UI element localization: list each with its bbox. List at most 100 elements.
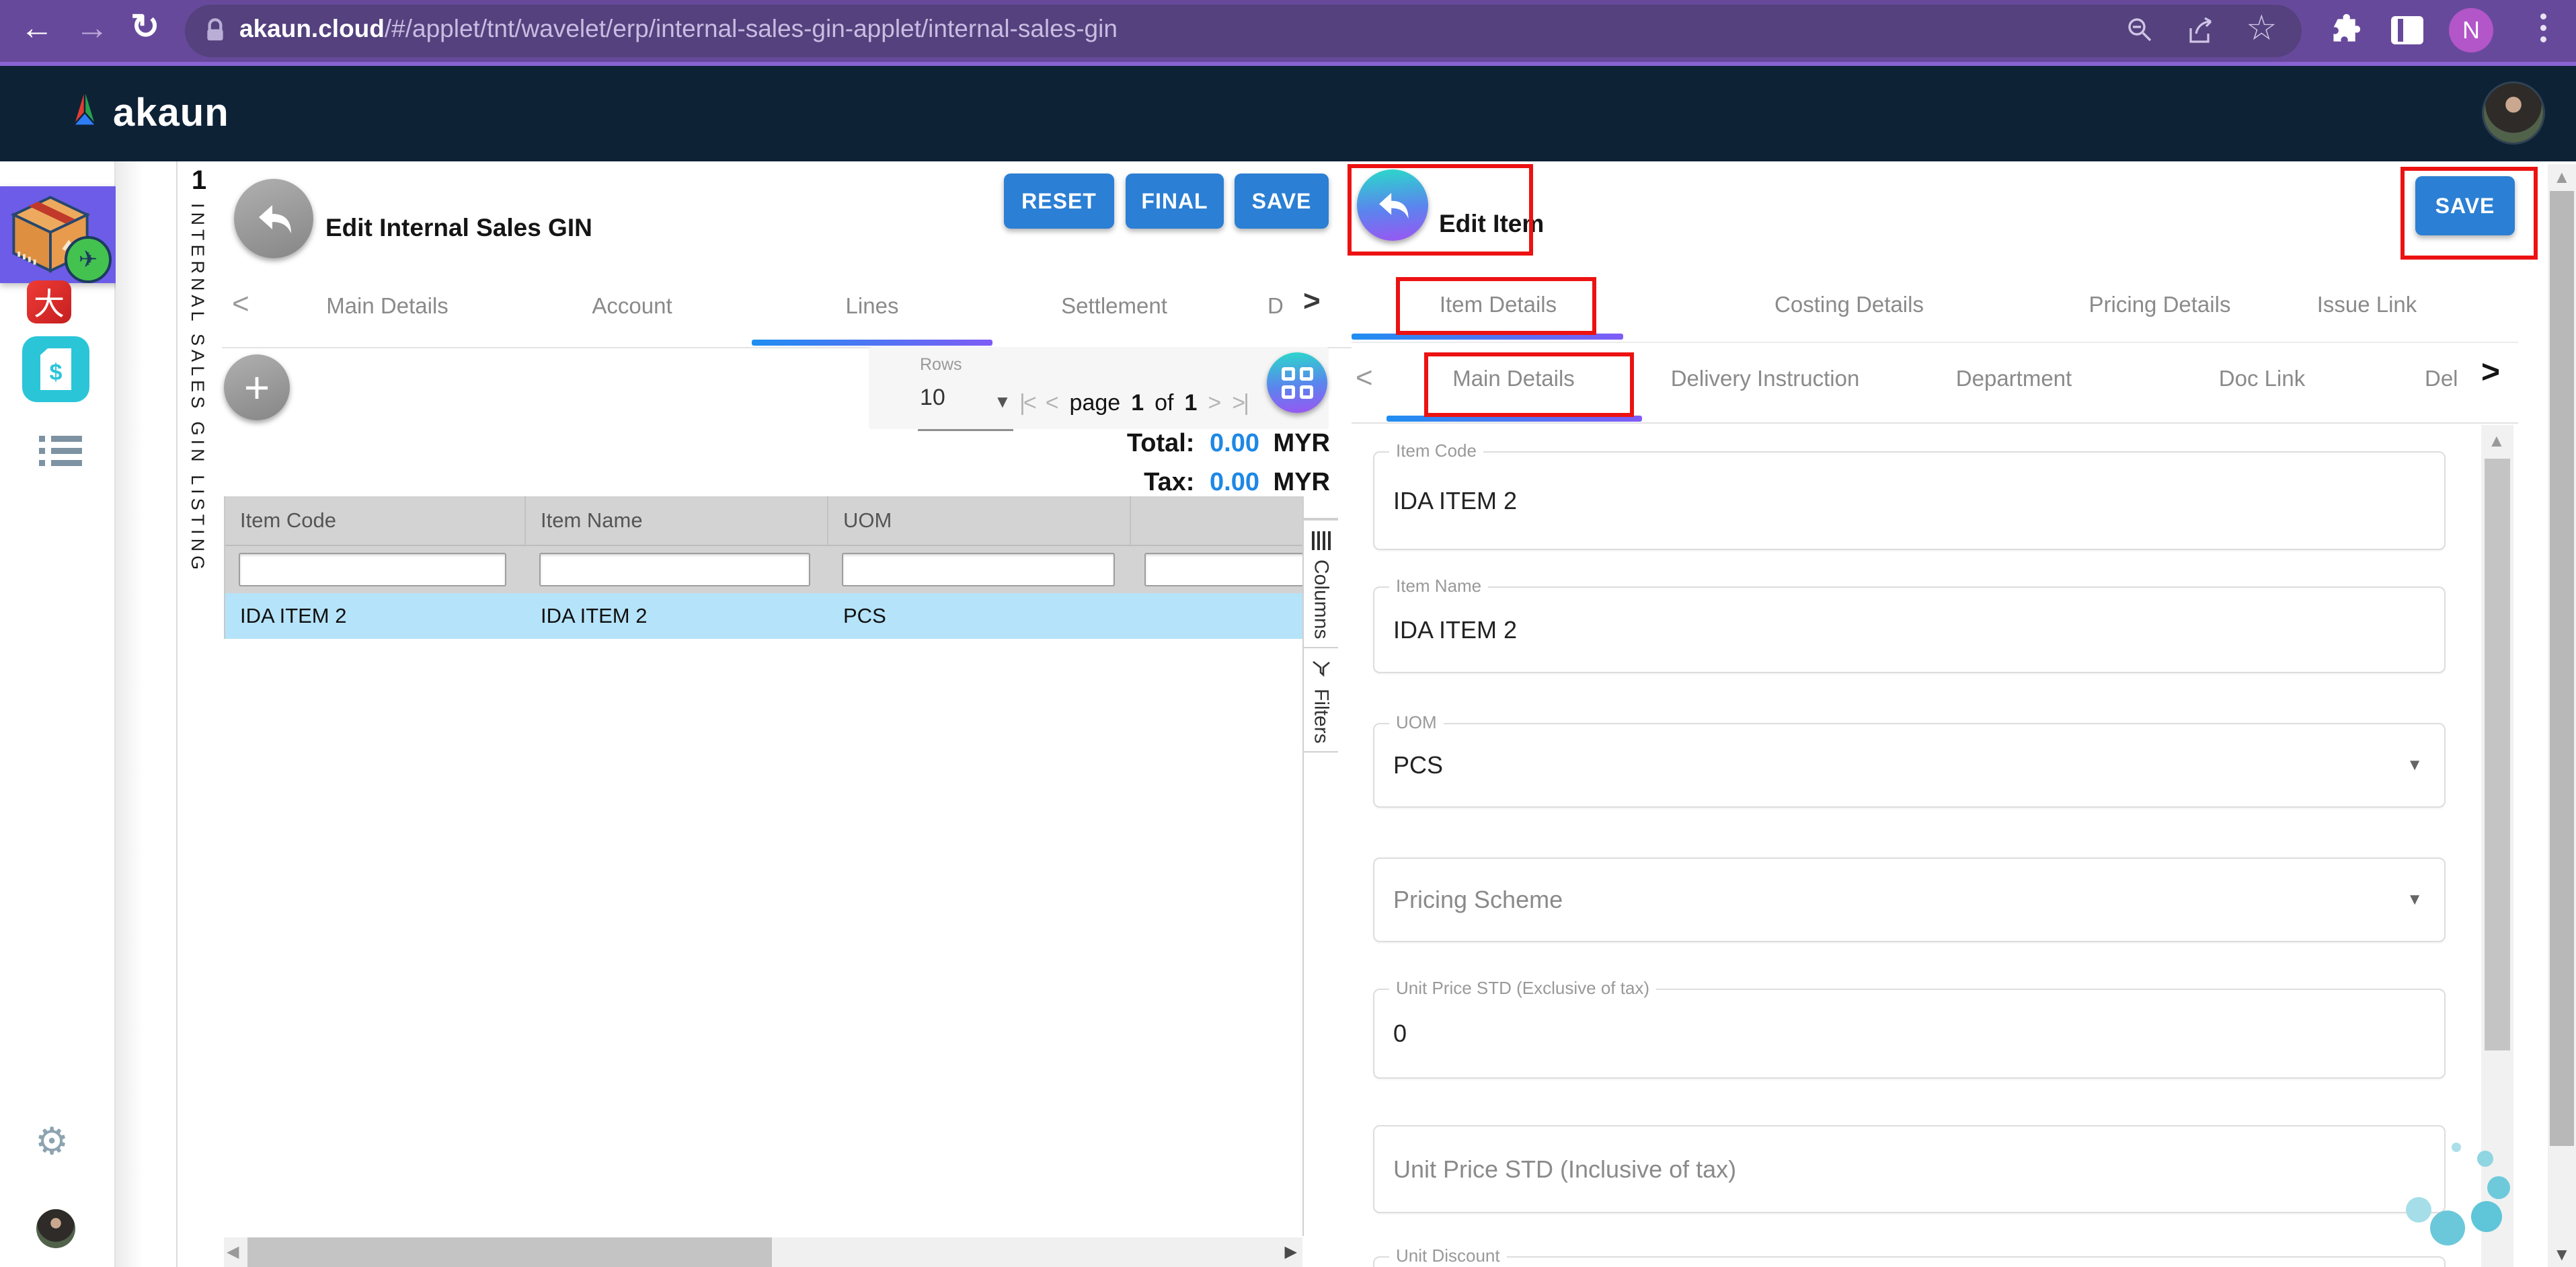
browser-menu-icon[interactable]: [2540, 13, 2546, 42]
item-panel-scrollbar[interactable]: ▲: [2481, 425, 2513, 1267]
unit-price-excl-field[interactable]: Unit Price STD (Exclusive of tax) 0: [1373, 978, 2446, 1079]
tab-costing-details[interactable]: Costing Details: [1774, 292, 1924, 317]
browser-back-icon[interactable]: ←: [20, 9, 54, 46]
col-header-extra[interactable]: [1131, 496, 1304, 545]
workspace-title-vertical[interactable]: INTERNAL SALES GIN LISTING: [188, 203, 208, 574]
pagination-block: [869, 347, 1329, 429]
prev-page-icon[interactable]: <: [1045, 390, 1059, 416]
side-tools-spacer: [1302, 498, 1338, 519]
url-text[interactable]: akaun.cloud/#/applet/tnt/wavelet/erp/int…: [239, 15, 1118, 43]
subtab-clipped[interactable]: Del: [2425, 366, 2458, 391]
subtab-main-details[interactable]: Main Details: [1452, 366, 1575, 391]
subtab-delivery-instruction[interactable]: Delivery Instruction: [1670, 366, 1860, 391]
filters-label: Filters: [1310, 689, 1333, 744]
subtab-department[interactable]: Department: [1955, 366, 2072, 391]
subtabs-scroll-left-icon[interactable]: <: [1356, 361, 1373, 394]
item-scroll-thumb[interactable]: [2485, 459, 2510, 1050]
listing-tabs-scroll-right-icon[interactable]: >: [1303, 284, 1321, 317]
pricing-scheme-select[interactable]: Pricing Scheme ▼: [1373, 857, 2446, 942]
workspace-strip: [176, 161, 225, 1267]
page-scroll-up-icon[interactable]: ▲: [2553, 167, 2571, 187]
first-page-icon[interactable]: |<: [1019, 390, 1037, 416]
browser-refresh-icon[interactable]: ↻: [130, 7, 160, 46]
list-menu-icon[interactable]: [39, 436, 82, 466]
side-panel-slot: [2398, 19, 2403, 42]
filter-input-uom[interactable]: [842, 553, 1115, 586]
reset-button[interactable]: RESET: [1004, 174, 1114, 229]
tab-pricing-details[interactable]: Pricing Details: [2089, 292, 2231, 317]
next-page-icon[interactable]: >: [1208, 390, 1222, 416]
table-row[interactable]: IDA ITEM 2 IDA ITEM 2 PCS: [225, 593, 1304, 639]
page-scroll-down-icon[interactable]: ▼: [2553, 1244, 2571, 1264]
doc-dollar-glyph: $: [40, 348, 71, 390]
listing-hscrollbar[interactable]: ◀ ▶: [224, 1237, 1302, 1267]
listing-tabs-scroll-left-icon[interactable]: <: [232, 287, 249, 320]
address-bar[interactable]: [185, 5, 2302, 57]
table-header-row: Item Code Item Name UOM: [225, 496, 1304, 545]
tab-main-details[interactable]: Main Details: [326, 293, 448, 318]
zoom-out-icon[interactable]: [2123, 13, 2156, 49]
chrome-divider: [0, 62, 2576, 66]
settings-gear-icon[interactable]: ⚙: [35, 1120, 69, 1162]
extensions-puzzle-icon[interactable]: [2327, 13, 2361, 50]
hscroll-thumb[interactable]: [247, 1237, 772, 1267]
item-back-button[interactable]: [1357, 169, 1428, 241]
listing-tabs-divider: [222, 347, 1352, 348]
item-name-field[interactable]: Item Name IDA ITEM 2: [1373, 576, 2446, 673]
item-code-field[interactable]: Item Code IDA ITEM 2: [1373, 440, 2446, 550]
save-button-listing[interactable]: SAVE: [1235, 174, 1329, 229]
page-scroll-thumb[interactable]: [2550, 191, 2574, 1146]
col-header-item-name[interactable]: Item Name: [526, 496, 828, 545]
item-panel-title: Edit Item: [1439, 210, 1545, 237]
pricing-scheme-caret-icon[interactable]: ▼: [2407, 890, 2423, 909]
uom-select[interactable]: UOM PCS ▼: [1373, 712, 2446, 808]
browser-toolbar: ← → ↻ akaun.cloud/#/applet/tnt/wavelet/e…: [0, 0, 2576, 62]
side-panel-icon[interactable]: [2391, 16, 2423, 44]
item-scroll-up-icon[interactable]: ▲: [2488, 430, 2505, 451]
hscroll-left-icon[interactable]: ◀: [227, 1243, 239, 1261]
browser-profile-badge[interactable]: N: [2449, 8, 2493, 52]
filter-funnel-icon: [1312, 660, 1330, 677]
tab-settlement[interactable]: Settlement: [1061, 293, 1167, 318]
filter-input-item-code[interactable]: [239, 553, 506, 586]
subtab-doc-link[interactable]: Doc Link: [2218, 366, 2306, 391]
share-icon[interactable]: [2184, 13, 2216, 49]
listing-back-button[interactable]: [234, 179, 313, 258]
layout-grid-button[interactable]: [1267, 352, 1327, 413]
tab-issue-link[interactable]: Issue Link: [2316, 292, 2417, 317]
filters-tool-button[interactable]: Filters: [1302, 648, 1338, 753]
col-header-uom[interactable]: UOM: [828, 496, 1131, 545]
rail-user-avatar[interactable]: [36, 1209, 75, 1248]
col-header-item-code[interactable]: Item Code: [225, 496, 526, 545]
user-avatar[interactable]: [2484, 83, 2543, 143]
filter-input-item-name[interactable]: [539, 553, 810, 586]
unit-discount-field[interactable]: Unit Discount: [1373, 1245, 2446, 1267]
bookmark-star-icon[interactable]: ☆: [2246, 9, 2277, 48]
uom-caret-icon[interactable]: ▼: [2407, 756, 2423, 774]
tab-lines[interactable]: Lines: [845, 293, 899, 318]
red-app-icon[interactable]: 大: [27, 280, 71, 323]
rows-select-caret-icon[interactable]: ▼: [994, 391, 1011, 412]
add-line-button[interactable]: +: [224, 354, 290, 420]
final-button[interactable]: FINAL: [1126, 174, 1224, 229]
filter-input-extra[interactable]: [1144, 553, 1304, 586]
subtabs-scroll-right-icon[interactable]: >: [2481, 354, 2501, 390]
browser-forward-icon[interactable]: →: [75, 9, 109, 46]
rows-per-page-select[interactable]: 10: [920, 385, 945, 410]
page-scrollbar[interactable]: ▲ ▼: [2548, 164, 2576, 1267]
last-page-icon[interactable]: >|: [1232, 390, 1249, 416]
tab-item-details[interactable]: Item Details: [1439, 292, 1557, 317]
tab-clipped[interactable]: D: [1267, 293, 1284, 318]
tab-account[interactable]: Account: [592, 293, 672, 318]
save-button-item[interactable]: SAVE: [2415, 176, 2515, 235]
hscroll-right-icon[interactable]: ▶: [1284, 1243, 1297, 1261]
unit-price-incl-field[interactable]: Unit Price STD (Inclusive of tax): [1373, 1125, 2446, 1213]
decor-dot: [2487, 1176, 2510, 1199]
columns-tool-button[interactable]: Columns: [1302, 519, 1338, 648]
finance-doc-app-icon[interactable]: $: [22, 336, 89, 402]
url-path: /#/applet/tnt/wavelet/erp/internal-sales…: [384, 15, 1118, 42]
decor-dot: [2477, 1151, 2493, 1167]
tax-line: Tax: 0.00 MYR: [725, 468, 1330, 497]
akaun-logo-icon[interactable]: [65, 86, 105, 135]
app-logo-text[interactable]: akaun: [113, 91, 229, 135]
